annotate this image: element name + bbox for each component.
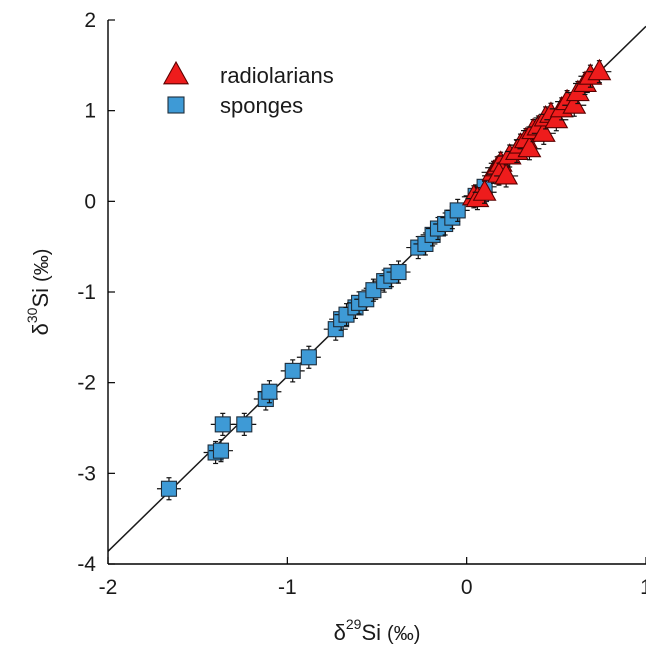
- x-axis-label: δ29Si (‰): [334, 616, 421, 645]
- legend-label: sponges: [220, 93, 303, 118]
- y-tick-label: -3: [77, 462, 96, 485]
- sponges-point: [296, 345, 321, 369]
- legend-item-radiolarians: radiolarians: [162, 60, 334, 88]
- sponge-marker: [300, 349, 317, 366]
- x-tick-label: -2: [99, 576, 118, 599]
- y-tick-label: 1: [84, 100, 96, 123]
- tick-labels: -2 -1 0 1 -4 -3 -2 -1 0 1 2: [77, 9, 646, 599]
- sponges-point: [210, 412, 235, 436]
- series-sponges: [156, 175, 497, 501]
- radiolarian-marker: [531, 120, 556, 142]
- sponges-point: [257, 380, 282, 404]
- legend-square-icon: [167, 96, 185, 114]
- legend-item-sponges: sponges: [167, 93, 303, 118]
- x-axis-label-superscript: 29: [346, 616, 362, 632]
- radiolarian-marker: [494, 163, 519, 185]
- series-radiolarians: [461, 58, 612, 211]
- sponges-point: [445, 198, 470, 222]
- x-tick-label: 0: [461, 576, 473, 599]
- sponge-marker: [236, 416, 253, 433]
- data-points: [156, 58, 612, 501]
- x-axis-label-unit: (‰): [387, 623, 420, 645]
- sponge-marker: [390, 264, 407, 281]
- sponges-point: [280, 359, 305, 383]
- sponges-point: [386, 260, 411, 284]
- axes: [107, 19, 646, 565]
- y-axis-label-element: Si: [28, 288, 53, 308]
- radiolarians-point: [587, 58, 612, 84]
- legend: radiolarians sponges: [162, 60, 334, 118]
- sponge-marker: [214, 416, 231, 433]
- x-tick-label: 1: [640, 576, 646, 599]
- y-axis-label: δ30Si (‰): [24, 249, 53, 336]
- radiolarians-point: [472, 179, 497, 204]
- radiolarian-marker: [517, 135, 542, 158]
- sponges-point: [156, 477, 181, 501]
- x-axis-label-element: Si: [361, 620, 381, 645]
- sponges-point: [208, 439, 233, 463]
- radiolarian-marker: [472, 179, 497, 201]
- sponge-marker: [449, 202, 466, 219]
- y-tick-label: 0: [84, 190, 96, 213]
- y-tick-label: -1: [77, 281, 96, 304]
- x-axis-label-delta: δ: [334, 620, 346, 645]
- legend-triangle-icon: [162, 60, 190, 85]
- y-axis-label-delta: δ: [28, 323, 53, 335]
- y-tick-label: -4: [77, 553, 96, 576]
- sponges-point: [232, 412, 257, 436]
- radiolarian-marker: [587, 58, 612, 81]
- radiolarians-point: [494, 163, 519, 188]
- radiolarians-point: [517, 135, 542, 161]
- y-axis-label-superscript: 30: [24, 307, 40, 323]
- sponge-marker: [284, 362, 301, 379]
- y-tick-label: -2: [77, 372, 96, 395]
- y-axis-label-unit: (‰): [31, 249, 53, 282]
- x-tick-label: -1: [278, 576, 297, 599]
- sponge-marker: [212, 442, 230, 459]
- legend-label: radiolarians: [220, 63, 334, 88]
- y-tick-label: 2: [84, 9, 96, 32]
- sponge-marker: [261, 383, 278, 400]
- sponge-marker: [160, 480, 178, 497]
